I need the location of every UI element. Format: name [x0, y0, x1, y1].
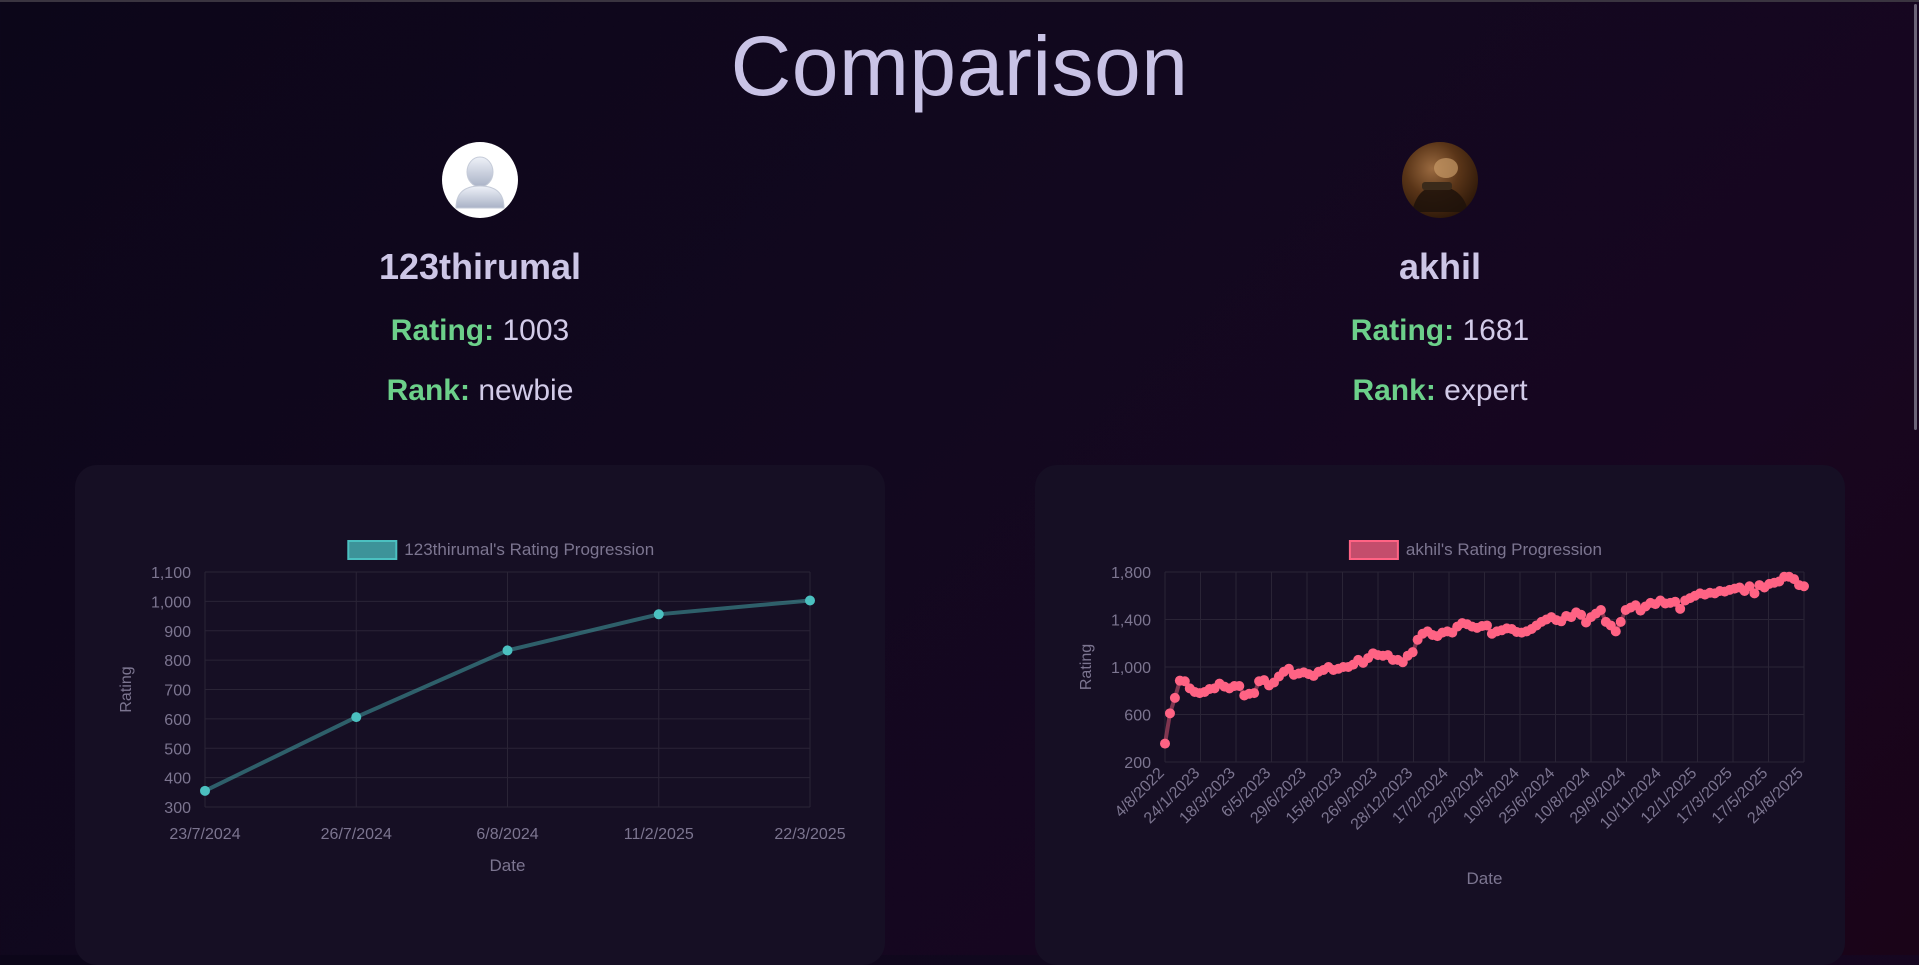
y-tick-label: 800	[164, 653, 191, 670]
profile-card-user-2: akhil Rating: 1681 Rank: expert	[1190, 142, 1690, 408]
rating-row-2: Rating: 1681	[1190, 314, 1690, 348]
y-tick-label: 1,400	[1111, 613, 1151, 630]
data-point	[1670, 596, 1681, 607]
y-tick-label: 400	[164, 771, 191, 788]
rating-chart-card-2: akhil's Rating Progression 200 600 1,000 1,4…	[1035, 465, 1845, 965]
data-point	[351, 712, 362, 723]
profile-card-user-1: 123thirumal Rating: 1003 Rank: newbie	[230, 142, 730, 408]
rank-label: Rank:	[1352, 374, 1436, 407]
window-top-border	[0, 0, 1919, 2]
x-axis-label: Date	[490, 856, 526, 875]
rating-chart-card-1: 123thirumal's Rating Progression 300 400 50…	[75, 465, 885, 965]
data-point	[805, 595, 815, 606]
data-point	[1799, 581, 1809, 592]
data-point	[502, 645, 513, 656]
data-point	[1744, 581, 1755, 592]
rank-row-2: Rank: expert	[1190, 374, 1690, 408]
rating-value: 1681	[1462, 314, 1530, 347]
y-tick-label: 1,800	[1111, 565, 1151, 582]
rank-value: newbie	[478, 374, 574, 407]
data-point	[1675, 603, 1686, 614]
rank-label: Rank:	[386, 374, 470, 407]
username-2: akhil	[1398, 246, 1482, 287]
x-axis-label: Date	[1467, 869, 1503, 888]
data-point	[1169, 692, 1180, 703]
y-axis-label: Rating	[118, 666, 135, 712]
username-1: 123thirumal	[378, 246, 582, 287]
y-tick-label: 300	[164, 800, 191, 817]
legend-swatch	[1348, 540, 1399, 560]
y-tick-label: 600	[164, 712, 191, 729]
default-user-icon	[442, 142, 518, 218]
data-point	[1481, 620, 1492, 631]
data-point	[1407, 647, 1418, 658]
rank-value: expert	[1444, 374, 1528, 407]
x-tick-label: 23/7/2024	[169, 826, 240, 843]
scrollbar-thumb[interactable]	[1914, 4, 1917, 430]
legend-swatch	[347, 540, 398, 560]
data-point	[1160, 738, 1170, 749]
data-point	[1576, 609, 1587, 620]
data-point	[1615, 616, 1626, 627]
data-point	[1234, 681, 1245, 691]
profile-photo	[1402, 142, 1478, 218]
data-point	[200, 785, 210, 796]
data-point	[1610, 626, 1621, 637]
y-tick-label: 700	[164, 683, 191, 700]
x-tick-label: 22/3/2025	[774, 826, 845, 843]
y-tick-label: 1,100	[151, 565, 191, 582]
data-point	[1249, 688, 1260, 699]
y-tick-label: 500	[164, 741, 191, 758]
rating-row-1: Rating: 1003	[230, 314, 730, 348]
y-tick-label: 600	[1124, 708, 1151, 725]
legend-label: 123thirumal's Rating Progression	[404, 540, 654, 559]
rating-chart-2: akhil's Rating Progression 200 600 1,000 1,4…	[1078, 540, 1809, 888]
x-tick-label: 6/8/2024	[476, 826, 538, 843]
y-axis-label: Rating	[1078, 644, 1095, 690]
data-point	[1595, 605, 1606, 615]
rating-value: 1003	[502, 314, 570, 347]
user-silhouette-icon	[455, 156, 505, 209]
data-point	[653, 609, 664, 620]
data-point	[1179, 676, 1190, 687]
profile-photo-icon	[1412, 158, 1468, 212]
rating-label: Rating:	[390, 314, 495, 347]
x-tick-label: 26/7/2024	[321, 826, 392, 843]
scrollbar[interactable]	[1907, 0, 1919, 955]
page-title: Comparison	[730, 19, 1189, 113]
rating-chart-1: 123thirumal's Rating Progression 300 400 50…	[118, 540, 846, 875]
rank-row-1: Rank: newbie	[230, 374, 730, 408]
rating-label: Rating:	[1350, 314, 1455, 347]
y-tick-label: 900	[164, 624, 191, 641]
data-point	[1164, 708, 1175, 719]
legend-label: akhil's Rating Progression	[1406, 540, 1602, 559]
y-tick-label: 1,000	[1111, 660, 1151, 677]
x-tick-label: 11/2/2025	[624, 826, 694, 843]
y-tick-label: 200	[1124, 755, 1151, 772]
y-tick-label: 1,000	[151, 594, 191, 611]
data-point	[1749, 588, 1760, 599]
